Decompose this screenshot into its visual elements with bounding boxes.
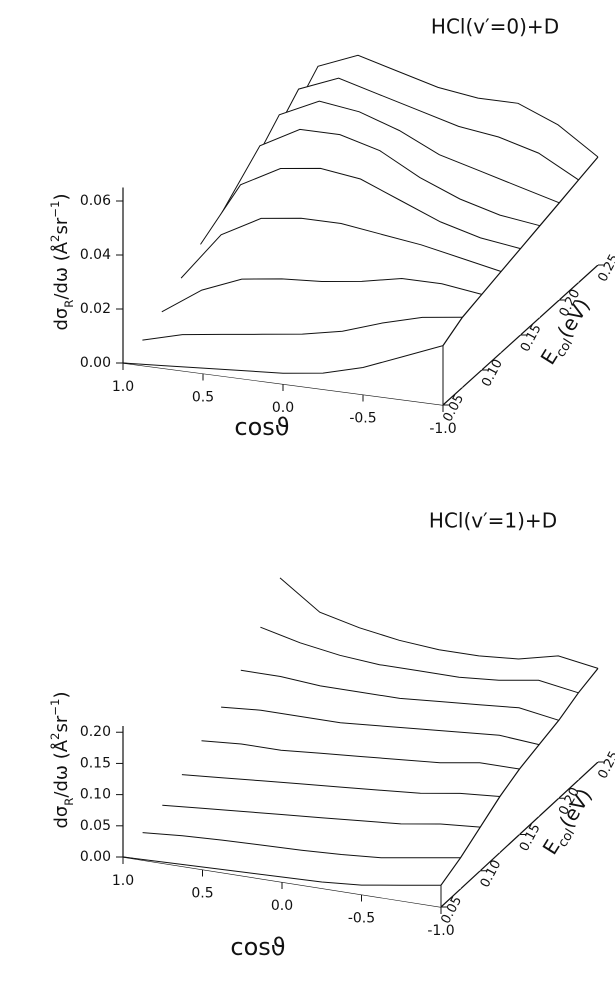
surface-mask [123, 857, 441, 907]
x-tick-label: 0.0 [271, 898, 293, 914]
y-axis-label-part: −1 [48, 200, 62, 217]
surface-line [142, 832, 461, 859]
y-axis-label-part: sr [51, 715, 72, 732]
x-tick-label: 0.5 [191, 886, 213, 902]
y-tick-label: 0.05 [80, 818, 111, 834]
surface-line [219, 128, 541, 227]
surface-line [221, 706, 540, 746]
y-axis-label-part: ) [51, 193, 72, 200]
surface-line [161, 277, 482, 313]
x-axis-label: cosϑ [234, 413, 289, 441]
surface-line [201, 740, 520, 770]
e-tick-label: 0.05 [440, 392, 467, 425]
y-axis-label-part: 2 [48, 733, 62, 740]
surface-line [122, 856, 441, 886]
surface-line [240, 669, 559, 721]
surface-line [200, 167, 521, 250]
e-tick-label: 0.25 [595, 749, 615, 782]
y-axis-label-part: dσ [51, 806, 72, 829]
surface-line [142, 316, 463, 341]
e-tick-label: 0.15 [517, 821, 544, 854]
e-tick-label: 0.10 [478, 858, 505, 891]
x-tick-label: 0.0 [272, 400, 294, 416]
y-axis-label: dσR/dω (Å2sr−1) [48, 193, 76, 330]
surface-line [260, 626, 579, 694]
y-axis-label-part: dσ [51, 308, 72, 331]
x-tick-label: 1.0 [112, 379, 134, 395]
x-axis-label: cosϑ [230, 933, 285, 961]
surface-edge [442, 156, 599, 346]
x-tick-label: -0.5 [349, 411, 376, 427]
chart-title: HCl(v′=1)+D [429, 509, 557, 533]
surface-line [162, 804, 481, 828]
surface-line [238, 100, 560, 204]
e-tick-label: 0.05 [438, 894, 465, 927]
y-axis-label-part: sr [51, 217, 72, 234]
y-tick-label: 0.04 [80, 247, 111, 263]
surface-mask [162, 805, 481, 871]
y-tick-label: 0.06 [80, 193, 111, 209]
y-axis-label-part: R [62, 798, 76, 806]
surface-line [277, 54, 599, 158]
y-axis-label-part: −1 [48, 698, 62, 715]
x-tick-label: 0.5 [192, 390, 214, 406]
chart-title: HCl(v′=0)+D [431, 15, 559, 39]
surface-mask [142, 832, 461, 889]
x-tick-label: -1.0 [429, 421, 456, 437]
e-tick-label: 0.25 [595, 252, 615, 285]
y-tick-label: 0.02 [80, 301, 111, 317]
y-tick-label: 0.15 [80, 755, 111, 771]
y-tick-label: 0.00 [80, 849, 111, 865]
surface-edge [440, 668, 599, 886]
y-axis-label-part: /dω (Å [50, 241, 72, 299]
y-axis-label-part: /dω (Å [50, 739, 72, 797]
surface-line [180, 217, 502, 279]
surface-line [122, 345, 444, 374]
surface-line [181, 774, 500, 797]
surface-line [279, 577, 599, 669]
y-axis-label-part: R [62, 300, 76, 308]
x-tick-label: -0.5 [348, 911, 375, 927]
x-tick-label: 1.0 [112, 873, 134, 889]
y-tick-label: 0.00 [80, 355, 111, 371]
x-tick-label: -1.0 [427, 923, 454, 939]
e-tick-label: 0.10 [479, 357, 506, 390]
surface-line [258, 77, 579, 181]
y-axis-label-part: 2 [48, 235, 62, 242]
surface-mask [123, 345, 443, 405]
y-axis-label: dσR/dω (Å2sr−1) [48, 691, 76, 828]
y-tick-label: 0.20 [80, 724, 111, 740]
y-axis-label-part: ) [51, 691, 72, 698]
y-tick-label: 0.10 [80, 787, 111, 803]
